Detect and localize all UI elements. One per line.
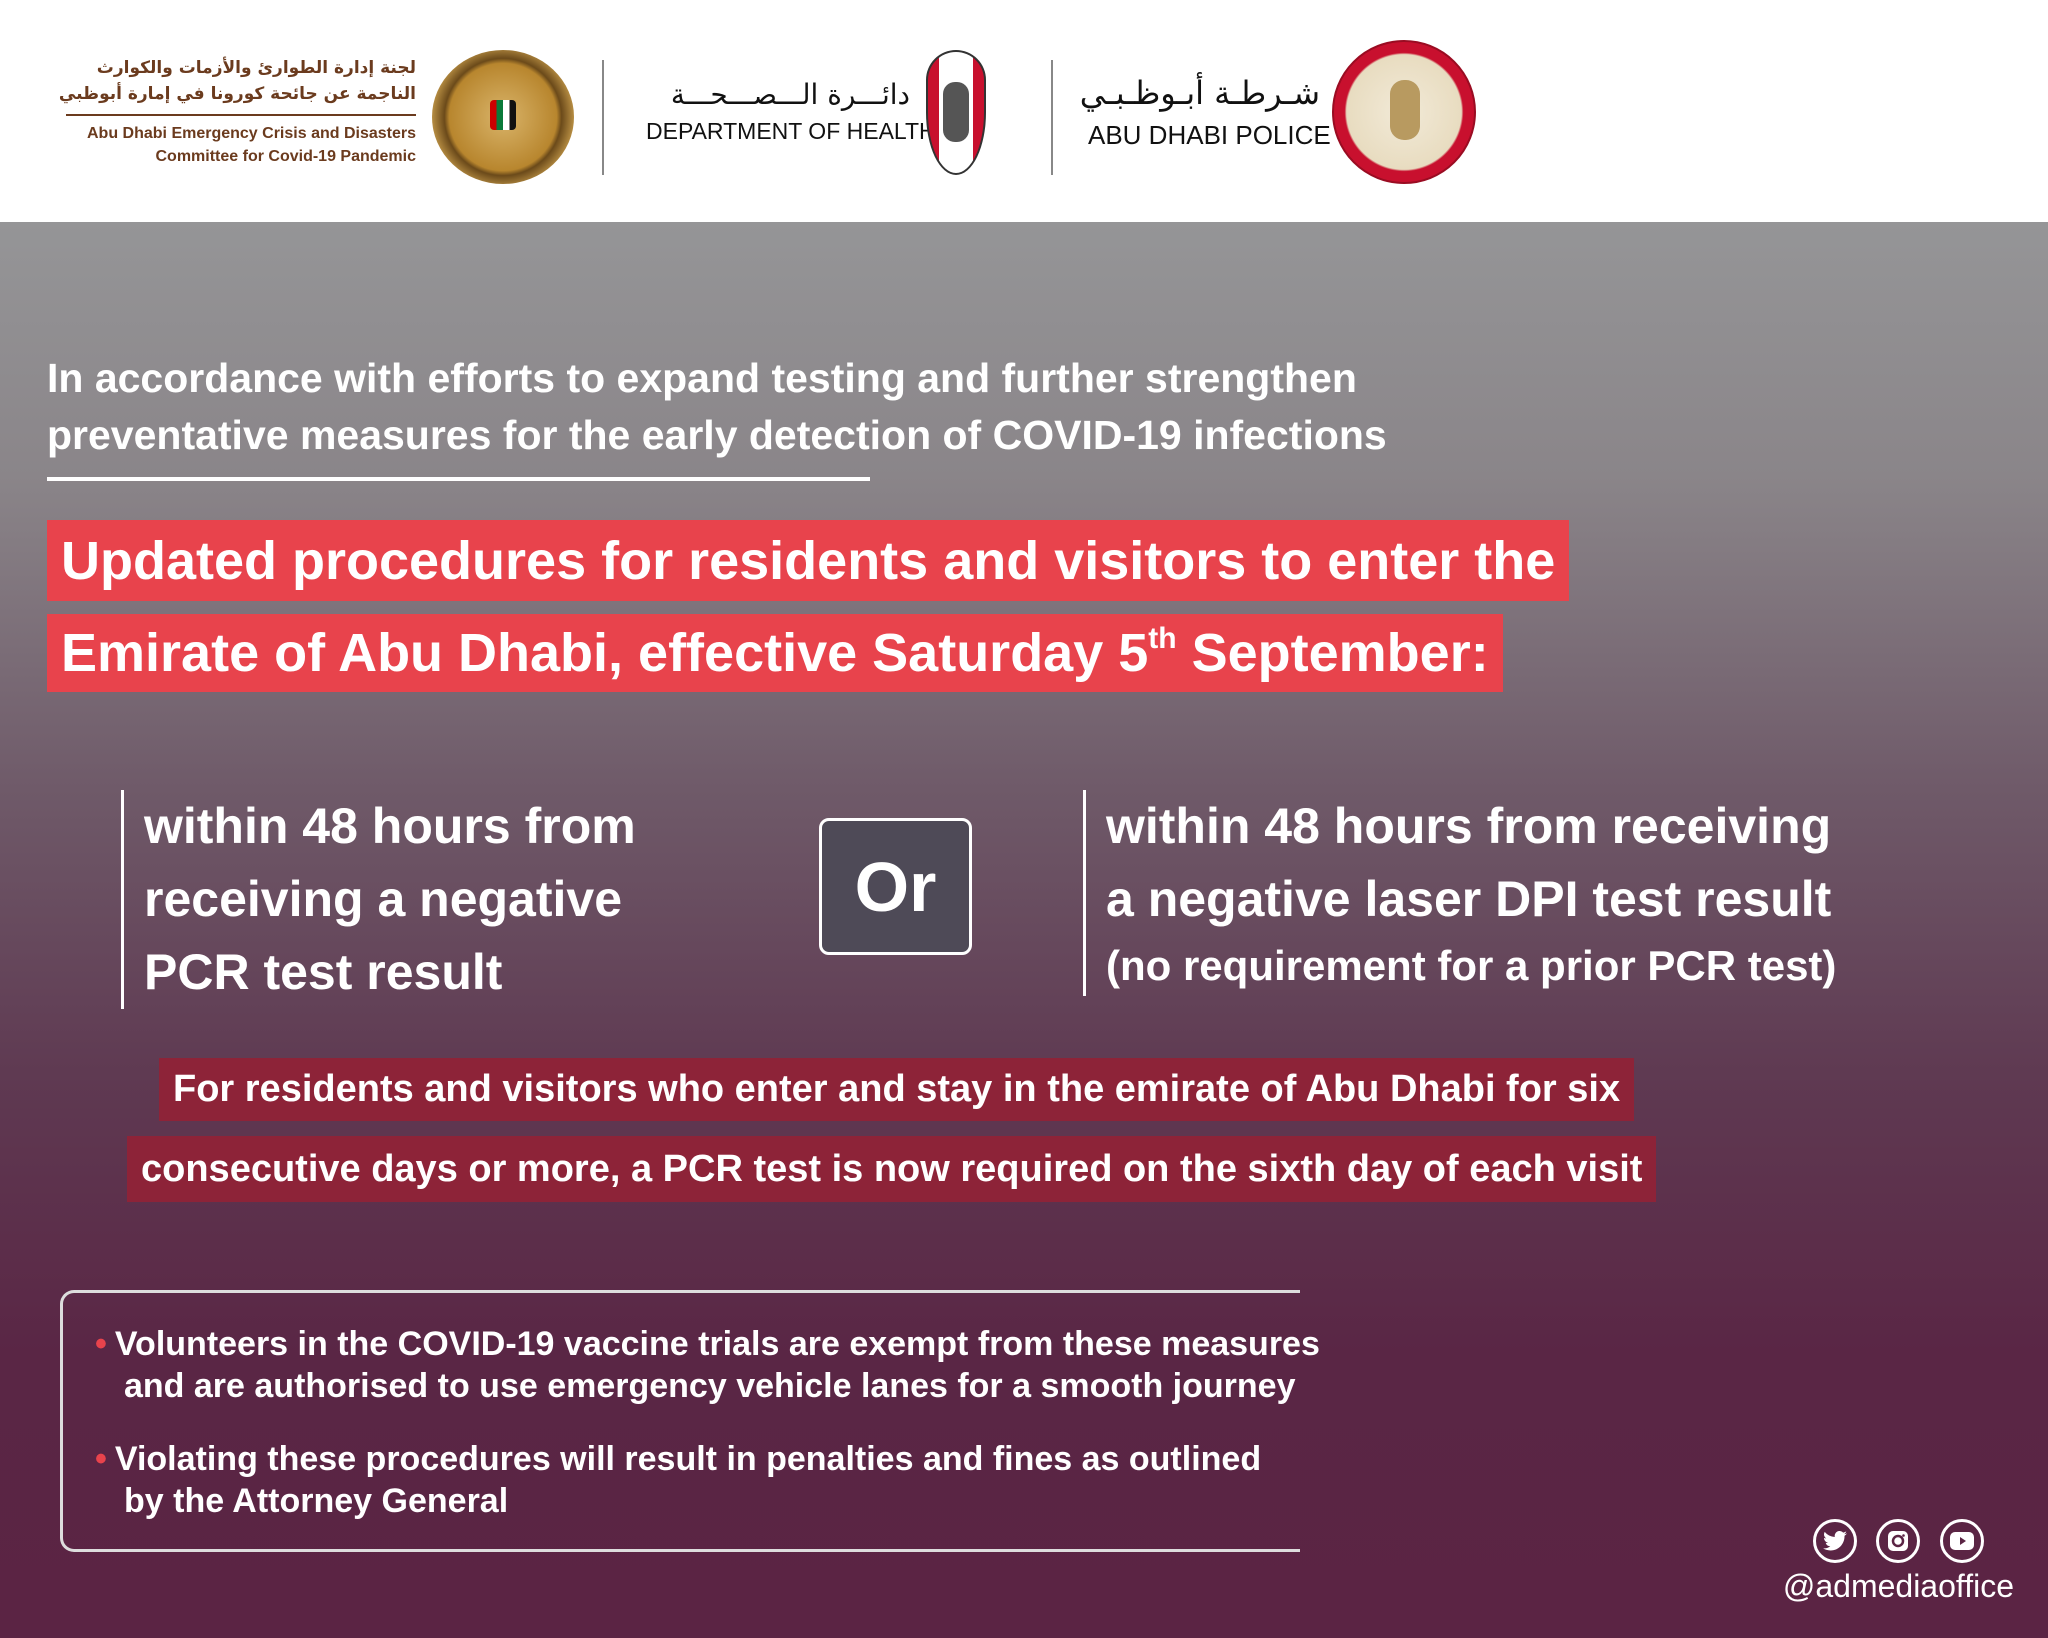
health-arabic: دائـــرة الـــصـــحـــة (670, 78, 910, 111)
youtube-icon[interactable] (1940, 1519, 1984, 1563)
headline-ordinal: th (1148, 622, 1177, 655)
intro-line2: preventative measures for the early dete… (47, 412, 1387, 458)
bullet-line: and are authorised to use emergency vehi… (124, 1367, 1296, 1405)
logo-divider (602, 60, 604, 175)
committee-divider (66, 114, 416, 116)
social-handle[interactable]: @admediaoffice (1782, 1568, 2014, 1604)
option-dpi-line2: a negative laser DPI test result (1106, 871, 1832, 927)
intro-underline (47, 477, 870, 481)
health-english: DEPARTMENT OF HEALTH (646, 118, 936, 144)
logo-divider (1051, 60, 1053, 175)
bullet-item: • Volunteers in the COVID-19 vaccine tria… (95, 1323, 1320, 1407)
intro-text: In accordance with efforts to expand tes… (47, 350, 1387, 464)
uae-flag-icon (490, 100, 516, 130)
bullet-line: by the Attorney General (124, 1482, 509, 1520)
police-arabic: شـرطـة أبـوظـبـي (1079, 74, 1320, 112)
notice-line2: consecutive days or more, a PCR test is … (127, 1136, 1657, 1202)
bullet-dot-icon: • (95, 1440, 107, 1478)
option-pcr-line2: receiving a negative (144, 871, 623, 927)
committee-arabic-line1: لجنة إدارة الطوارئ والأزمات والكوارث (96, 58, 416, 78)
option-pcr-line3: PCR test result (144, 944, 503, 1000)
bullet-line: Volunteers in the COVID-19 vaccine trial… (114, 1325, 1320, 1363)
falcon-icon (943, 82, 969, 142)
twitter-icon[interactable] (1813, 1519, 1857, 1563)
option-dpi-line1: within 48 hours from receiving (1106, 798, 1832, 854)
committee-arabic-line2: الناجمة عن جائحة كورونا في إمارة أبوظبي (58, 84, 416, 104)
committee-english-line1: Abu Dhabi Emergency Crisis and Disasters (87, 125, 416, 142)
committee-emblem-logo (432, 50, 574, 184)
header: لجنة إدارة الطوارئ والأزمات والكوارث الن… (0, 0, 2048, 222)
bullet-dot-icon: • (95, 1325, 107, 1363)
headline-line2: Emirate of Abu Dhabi, effective Saturday… (47, 614, 1503, 692)
falcon-icon (1390, 80, 1420, 140)
content-area (0, 222, 2048, 1638)
headline-line2-text: Emirate of Abu Dhabi, effective Saturday… (61, 623, 1149, 683)
bullets-frame (60, 1290, 1300, 1552)
notice-line1: For residents and visitors who enter and… (159, 1058, 1635, 1121)
headline-line2-end: September: (1176, 623, 1489, 683)
option-pcr-line1: within 48 hours from (144, 798, 636, 854)
police-english: ABU DHABI POLICE (1088, 120, 1331, 150)
option-dpi-note: (no requirement for a prior PCR test) (1106, 942, 1837, 989)
bullet-item: • Violating these procedures will result … (95, 1438, 1261, 1522)
option-pcr: within 48 hours from receiving a negativ… (121, 790, 636, 1009)
headline-line1: Updated procedures for residents and vis… (47, 520, 1570, 601)
bullet-line: Violating these procedures will result i… (114, 1440, 1262, 1478)
police-emblem-logo (1332, 40, 1476, 184)
committee-english-line2: Committee for Covid-19 Pandemic (155, 148, 417, 165)
intro-line1: In accordance with efforts to expand tes… (47, 355, 1357, 401)
instagram-icon[interactable] (1876, 1519, 1920, 1563)
option-dpi: within 48 hours from receiving a negativ… (1083, 790, 1836, 996)
abu-dhabi-falcon-emblem (926, 50, 986, 175)
or-separator: Or (819, 818, 972, 955)
